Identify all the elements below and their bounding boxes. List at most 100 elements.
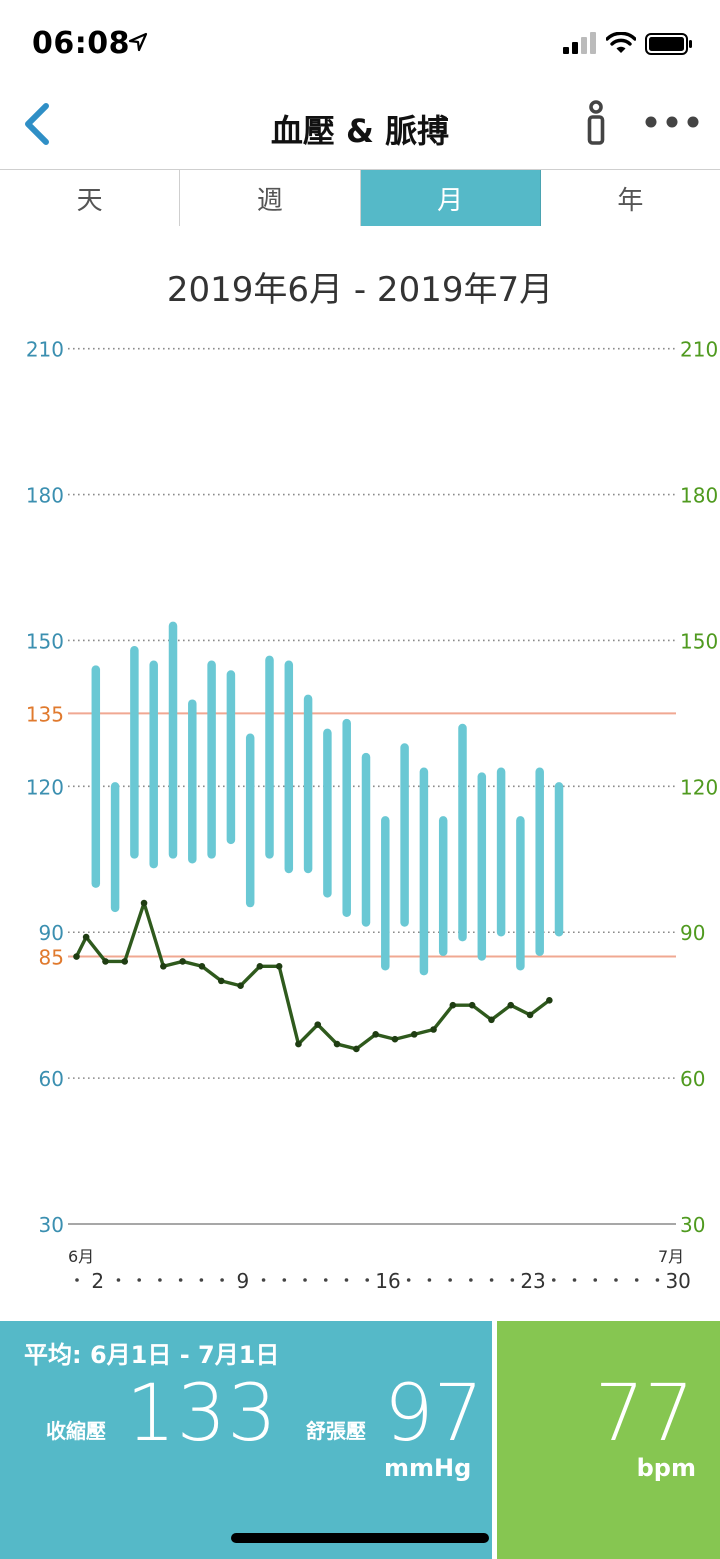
pulse-point bbox=[295, 1040, 302, 1048]
average-title: 平均: 6月1日 - 7月1日 bbox=[24, 1341, 280, 1369]
x-axis-day-dot bbox=[178, 1278, 183, 1282]
pulse-point bbox=[353, 1045, 360, 1053]
systolic-label: 收縮壓 bbox=[46, 1419, 106, 1443]
pulse-point bbox=[179, 958, 186, 965]
x-axis-day-dot bbox=[199, 1278, 204, 1282]
x-axis-day-dot bbox=[655, 1278, 660, 1282]
right-axis-tick-label: 60 bbox=[680, 1067, 705, 1091]
tab-day[interactable]: 天 bbox=[0, 170, 181, 226]
pulse-point bbox=[314, 1021, 322, 1028]
right-axis-tick-label: 150 bbox=[680, 629, 718, 653]
pulse-point bbox=[430, 1026, 437, 1033]
x-axis-day-dot bbox=[406, 1278, 411, 1282]
signal-icon bbox=[563, 32, 596, 54]
pulse-point bbox=[391, 1035, 399, 1043]
tab-week[interactable]: 週 bbox=[180, 170, 361, 226]
x-axis-tick-label: 9 bbox=[236, 1269, 249, 1293]
bp-average-panel: 平均: 6月1日 - 7月1日 收縮壓 133 舒張壓 97 mmHg bbox=[0, 1321, 492, 1559]
back-chevron-icon[interactable] bbox=[18, 102, 58, 146]
left-axis-tick-label: 150 bbox=[26, 629, 64, 653]
more-options-icon[interactable] bbox=[644, 114, 700, 130]
left-axis-tick-label: 120 bbox=[26, 775, 64, 799]
status-bar: 06:08 bbox=[0, 0, 720, 88]
left-axis-tick-label: 30 bbox=[39, 1213, 64, 1237]
left-axis-tick-label: 60 bbox=[39, 1067, 64, 1091]
pulse-point bbox=[333, 1040, 341, 1048]
status-time: 06:08 bbox=[32, 26, 130, 61]
wifi-icon bbox=[606, 32, 636, 53]
pulse-point bbox=[73, 953, 80, 960]
tab-month[interactable]: 月 bbox=[360, 170, 541, 226]
x-axis-day-dot bbox=[116, 1278, 121, 1282]
x-axis-day-dot bbox=[614, 1278, 618, 1282]
x-axis-day-dot bbox=[220, 1278, 224, 1282]
page-title: 血壓 & 脈搏 bbox=[270, 112, 450, 150]
right-axis-tick-label: 30 bbox=[680, 1213, 705, 1237]
x-axis-day-dot bbox=[282, 1278, 287, 1282]
period-tabs: 天 週 月 年 bbox=[0, 170, 720, 226]
x-axis-day-dot bbox=[261, 1278, 266, 1282]
battery-icon bbox=[645, 33, 692, 55]
bp-unit: mmHg bbox=[384, 1454, 472, 1482]
pulse-point bbox=[256, 962, 264, 970]
pulse-point bbox=[372, 1031, 379, 1038]
x-axis-day-dot bbox=[137, 1278, 141, 1282]
x-axis-tick-label: 2 bbox=[91, 1269, 104, 1293]
x-axis-day-dot bbox=[489, 1278, 494, 1282]
x-axis-tick-label: 16 bbox=[375, 1269, 400, 1293]
info-icon[interactable] bbox=[583, 100, 609, 146]
x-axis-day-dot bbox=[427, 1278, 432, 1282]
x-axis-day-dot bbox=[469, 1278, 473, 1282]
threshold-label: 135 bbox=[26, 702, 64, 726]
x-axis-day-dot bbox=[303, 1278, 307, 1282]
right-axis-tick-label: 120 bbox=[680, 775, 718, 799]
x-axis-day-dot bbox=[344, 1278, 349, 1282]
pulse-average-panel: 77 bpm bbox=[497, 1321, 720, 1559]
diastolic-label: 舒張壓 bbox=[306, 1419, 366, 1443]
x-axis-day-dot bbox=[323, 1278, 328, 1282]
left-axis-tick-label: 90 bbox=[39, 921, 64, 945]
period-range: 2019年6月 - 2019年7月 bbox=[166, 270, 554, 310]
pulse-value: 77 bbox=[594, 1369, 694, 1459]
pulse-point bbox=[102, 958, 109, 965]
x-axis-tick-label: 30 bbox=[665, 1269, 690, 1293]
nav-bar: 血壓 & 脈搏 bbox=[0, 88, 720, 170]
pulse-point bbox=[488, 1016, 495, 1024]
x-axis-month-label: 7月 bbox=[658, 1247, 684, 1266]
x-axis-tick-label: 23 bbox=[520, 1269, 545, 1293]
pulse-point bbox=[410, 1031, 418, 1038]
pulse-point bbox=[546, 997, 553, 1004]
pulse-point bbox=[275, 962, 283, 970]
bp-pulse-chart: 210 210 180 180 150 150 120 120 90 90 60 60 30 30 135 8… bbox=[26, 338, 718, 1293]
pulse-point bbox=[121, 958, 129, 965]
right-axis-tick-label: 210 bbox=[680, 338, 718, 362]
location-arrow-icon bbox=[128, 32, 148, 52]
right-axis-tick-label: 90 bbox=[680, 921, 705, 945]
threshold-label: 85 bbox=[39, 946, 64, 970]
x-axis-day-dot bbox=[448, 1278, 452, 1282]
pulse-point bbox=[140, 899, 148, 907]
pulse-point bbox=[160, 962, 167, 970]
pulse-point bbox=[449, 1001, 457, 1009]
pulse-point bbox=[198, 962, 206, 970]
x-axis-day-dot bbox=[365, 1278, 370, 1282]
x-axis-day-dot bbox=[158, 1278, 162, 1282]
x-axis-day-dot bbox=[572, 1278, 577, 1282]
tab-year[interactable]: 年 bbox=[540, 170, 720, 226]
pulse-point bbox=[507, 1001, 515, 1009]
left-axis-tick-label: 180 bbox=[26, 484, 64, 508]
x-axis-day-dot bbox=[510, 1278, 515, 1282]
x-axis-day-dot bbox=[634, 1278, 639, 1282]
pulse-point bbox=[237, 982, 244, 990]
x-axis-day-dot bbox=[551, 1278, 556, 1282]
home-indicator[interactable] bbox=[231, 1533, 489, 1543]
x-axis-day-dot bbox=[593, 1278, 598, 1282]
pulse-point bbox=[217, 977, 225, 985]
x-axis-month-label: 6月 bbox=[68, 1247, 94, 1266]
x-axis-day-dot bbox=[75, 1278, 79, 1282]
left-axis-tick-label: 210 bbox=[26, 338, 64, 362]
right-axis-tick-label: 180 bbox=[680, 484, 718, 508]
pulse-unit: bpm bbox=[636, 1454, 696, 1482]
diastolic-value: 97 bbox=[384, 1369, 484, 1459]
systolic-value: 133 bbox=[126, 1369, 278, 1459]
